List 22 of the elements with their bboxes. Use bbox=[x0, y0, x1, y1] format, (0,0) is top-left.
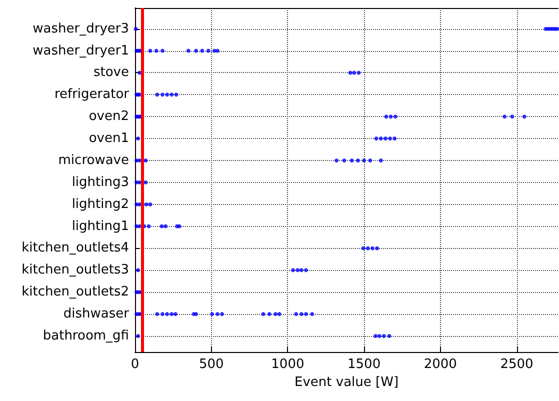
x-tick-label: 1000 bbox=[271, 357, 304, 372]
y-tick-label: dishwaser bbox=[63, 306, 130, 322]
x-tick-label: 2500 bbox=[500, 357, 534, 372]
y-tick-label: kitchen_outlets2 bbox=[22, 284, 129, 300]
x-tick-label: 1500 bbox=[348, 357, 381, 372]
y-tick-label: stove bbox=[93, 65, 129, 80]
x-axis-title: Event value [W] bbox=[294, 375, 399, 390]
x-tick-label: 0 bbox=[130, 357, 140, 372]
y-tick-label: lighting1 bbox=[72, 218, 129, 234]
y-tick-label: refrigerator bbox=[54, 87, 130, 102]
y-tick-label: lighting2 bbox=[72, 196, 129, 212]
y-tick-label: bathroom_gfi bbox=[42, 328, 129, 344]
y-tick-label: kitchen_outlets4 bbox=[22, 240, 129, 256]
y-tick-label: washer_dryer1 bbox=[32, 43, 129, 58]
y-tick-label: oven1 bbox=[88, 131, 129, 146]
y-tick-label: oven2 bbox=[88, 109, 129, 124]
x-tick-label: 2000 bbox=[424, 357, 457, 372]
y-tick-label: microwave bbox=[58, 152, 129, 168]
y-tick-label: kitchen_outlets3 bbox=[22, 262, 129, 278]
y-tick-label: lighting3 bbox=[72, 174, 129, 190]
y-tick-label: washer_dryer3 bbox=[32, 21, 129, 36]
x-tick-label: 500 bbox=[198, 357, 224, 372]
